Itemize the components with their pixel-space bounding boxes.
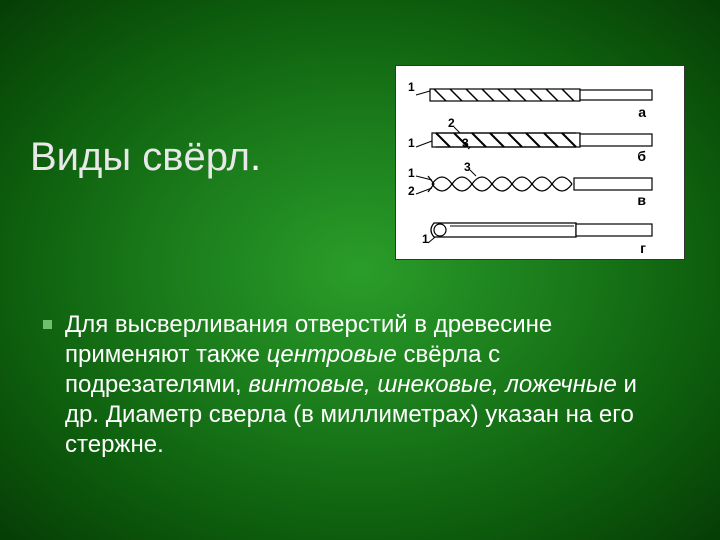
body-paragraph: Для высверливания отверстий в древесине … xyxy=(65,310,655,460)
drill-row-a: 1 а xyxy=(406,74,674,118)
diagram-label: 1 xyxy=(408,166,415,180)
drill-row-g: 1 г xyxy=(406,206,674,254)
body-text-block: Для высверливания отверстий в древесине … xyxy=(65,310,655,460)
diagram-label: 1 xyxy=(422,232,429,246)
diagram-label: 1 xyxy=(408,136,415,150)
diagram-label: 2 xyxy=(408,184,415,198)
diagram-label: 1 xyxy=(408,80,415,94)
body-it2: винтовые, шнековые, ложечные xyxy=(248,371,617,398)
diagram-label: 2 xyxy=(448,116,455,130)
diagram-row-letter: г xyxy=(640,240,646,256)
body-it1: центровые xyxy=(267,341,397,368)
diagram-label: 3 xyxy=(462,136,469,150)
bullet-icon xyxy=(43,320,52,329)
drill-row-b: 2 1 3 б xyxy=(406,118,674,162)
slide-title: Виды свёрл. xyxy=(30,135,261,180)
drill-g-icon xyxy=(406,213,666,247)
title-dot: . xyxy=(250,135,261,179)
drill-b-icon xyxy=(406,123,666,157)
drill-a-icon xyxy=(406,81,666,111)
title-text: Виды свёрл xyxy=(30,135,250,179)
drill-row-v: 1 2 3 в xyxy=(406,162,674,206)
drill-v-icon xyxy=(406,166,666,202)
diagram-label: 3 xyxy=(464,160,471,174)
drill-diagram-panel: 1 а 2 1 3 б 1 2 3 xyxy=(395,65,685,260)
